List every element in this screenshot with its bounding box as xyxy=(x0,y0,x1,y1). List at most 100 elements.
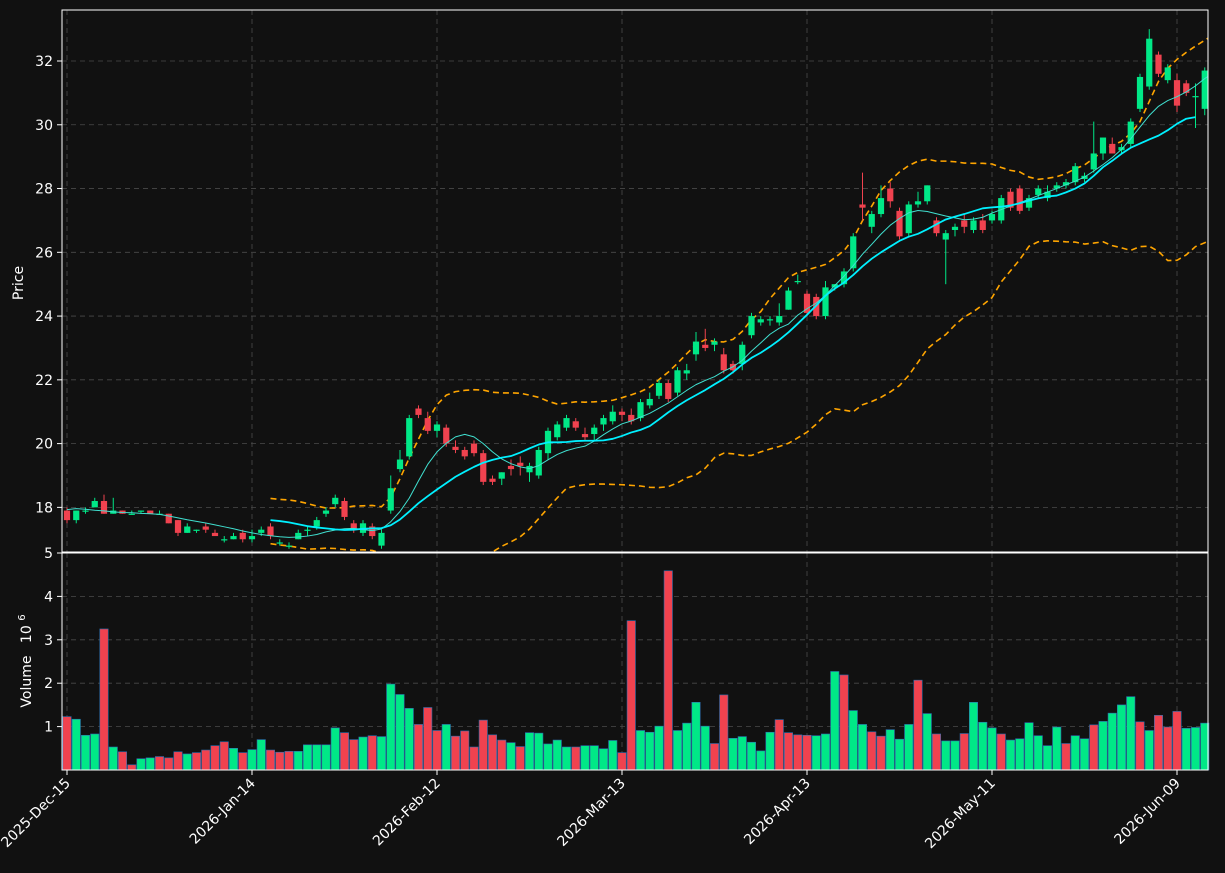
volume-bar xyxy=(700,725,710,771)
candle xyxy=(572,418,579,431)
candle xyxy=(1183,80,1190,97)
candle xyxy=(1155,51,1162,77)
candle xyxy=(581,427,589,441)
candle-body xyxy=(683,370,690,374)
volume-bar xyxy=(904,724,914,771)
candle-body xyxy=(711,341,718,345)
candle-body xyxy=(757,319,764,323)
volume-bar xyxy=(1089,724,1099,771)
candle-body xyxy=(702,344,709,348)
candle-body xyxy=(637,402,644,419)
volume-bar xyxy=(765,731,775,771)
candle xyxy=(896,207,903,240)
candle xyxy=(591,424,598,441)
volume-axis-label: Volume 10 6 xyxy=(17,614,35,707)
volume-bar xyxy=(136,758,146,771)
volume-bar xyxy=(996,733,1006,771)
volume-bar xyxy=(413,724,423,771)
volume-bar xyxy=(265,749,275,771)
lower-band-line xyxy=(270,240,1208,552)
candle xyxy=(1109,137,1116,154)
volume-bar xyxy=(210,745,220,771)
candle-body xyxy=(766,319,774,321)
candle-body xyxy=(979,220,986,230)
volume-bar xyxy=(386,683,396,771)
candle-body xyxy=(369,526,376,537)
volume-bar xyxy=(395,694,405,771)
candle-body xyxy=(174,520,182,533)
candle xyxy=(887,182,894,208)
candle xyxy=(1099,137,1107,160)
volume-bar xyxy=(950,740,960,771)
ma-slow-line xyxy=(270,116,1196,531)
candle xyxy=(1007,188,1014,211)
candle xyxy=(905,201,912,237)
candle xyxy=(147,510,154,514)
candle-body xyxy=(415,408,422,415)
candle-body xyxy=(572,421,579,428)
candle xyxy=(276,539,283,546)
candle xyxy=(942,229,949,285)
volume-bar xyxy=(561,746,571,771)
candle-body xyxy=(609,411,616,422)
volume-bar xyxy=(192,752,202,771)
candle xyxy=(1053,182,1060,192)
volume-y-tick-label: 3 xyxy=(44,633,53,649)
volume-bar xyxy=(229,747,239,771)
volume-bar xyxy=(284,751,294,771)
candle-body xyxy=(581,434,589,438)
volume-bar xyxy=(450,735,460,771)
candle-body xyxy=(480,453,487,482)
candle-body xyxy=(100,500,108,514)
candle xyxy=(914,191,922,208)
candle-body xyxy=(1173,80,1181,106)
volume-bar xyxy=(1043,745,1053,771)
candle-body xyxy=(720,354,727,371)
candle-body xyxy=(988,214,996,221)
candle xyxy=(193,529,200,533)
candle xyxy=(452,440,459,454)
volume-bar xyxy=(913,679,923,771)
candle-body xyxy=(267,526,274,537)
candle xyxy=(766,316,774,326)
candle xyxy=(535,446,542,479)
candle xyxy=(1173,73,1181,113)
volume-bar xyxy=(441,724,451,771)
candle-body xyxy=(202,526,209,530)
volume-bar xyxy=(1144,730,1154,771)
volume-bar xyxy=(487,734,497,771)
candle-body xyxy=(1109,143,1116,154)
candle xyxy=(341,497,348,521)
candle xyxy=(655,379,663,399)
candle xyxy=(221,536,228,543)
candle-body xyxy=(822,287,829,317)
price-y-tick-label: 20 xyxy=(35,437,53,453)
candle-body xyxy=(1044,191,1051,199)
candle-body xyxy=(1025,198,1033,208)
candle xyxy=(868,210,875,234)
candle-body xyxy=(443,427,450,444)
volume-bar xyxy=(1080,738,1090,771)
candle-body xyxy=(1136,76,1144,109)
candle-body xyxy=(905,204,912,234)
candle xyxy=(184,523,191,533)
volume-bar xyxy=(848,710,858,771)
candle xyxy=(387,475,394,514)
volume-bar xyxy=(247,749,257,771)
volume-bar xyxy=(127,764,137,771)
volume-bar xyxy=(1024,722,1034,771)
candle xyxy=(618,408,626,422)
volume-bar xyxy=(404,708,414,771)
volume-bar xyxy=(617,752,627,771)
candle xyxy=(174,520,182,537)
volume-bar xyxy=(145,757,155,771)
volume-y-tick-label: 4 xyxy=(44,589,53,605)
candle xyxy=(267,523,274,540)
volume-bar xyxy=(173,751,183,771)
candle-body xyxy=(600,418,607,425)
volume-bar xyxy=(293,751,303,771)
candle-body xyxy=(618,411,626,415)
candle-body xyxy=(1072,166,1079,183)
volume-bar xyxy=(1052,726,1062,771)
volume-bar xyxy=(302,744,312,771)
